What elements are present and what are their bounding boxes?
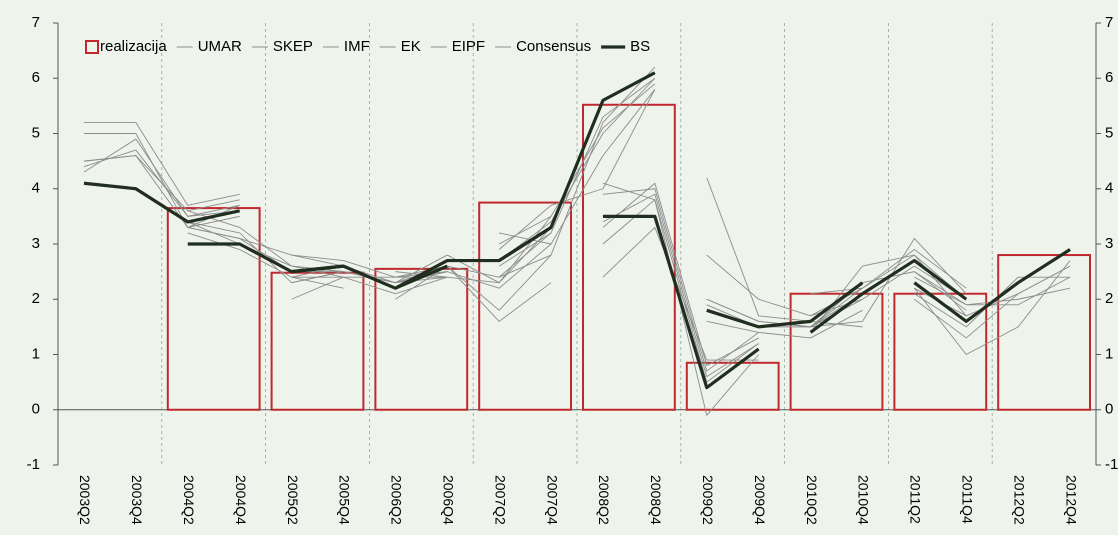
x-tick-label: 2008Q2	[596, 475, 612, 525]
y-tick-label: -1	[27, 456, 40, 473]
x-tick-label: 2012Q4	[1063, 475, 1079, 525]
x-tick-label: 2006Q4	[441, 475, 457, 525]
y2-tick-label: 2	[1105, 290, 1113, 307]
y-tick-label: 0	[32, 401, 40, 418]
line-bs	[83, 181, 240, 224]
bar	[789, 292, 884, 411]
y-tick-label: 7	[32, 14, 40, 31]
legend-label: EIPF	[452, 38, 485, 55]
line-forecast	[395, 265, 552, 322]
line-forecast	[602, 199, 759, 416]
y-tick-label: 2	[32, 290, 40, 307]
x-tick-label: 2006Q2	[389, 475, 405, 525]
line-bs	[498, 71, 656, 262]
x-tick-label: 2009Q2	[700, 475, 716, 525]
legend-swatch	[85, 40, 99, 54]
y-tick-label: 1	[32, 345, 40, 362]
x-tick-label: 2009Q4	[752, 475, 768, 525]
x-tick-label: 2004Q2	[181, 475, 197, 525]
x-tick-label: 2005Q4	[337, 475, 353, 525]
y2-tick-label: -1	[1105, 456, 1118, 473]
line-forecast	[395, 254, 552, 311]
x-tick-label: 2011Q4	[960, 475, 976, 524]
y-tick-label: 4	[32, 180, 40, 197]
line-forecast	[83, 149, 240, 217]
line-forecast	[602, 182, 759, 383]
legend-label: SKEP	[273, 38, 313, 55]
x-tick-label: 2008Q4	[648, 475, 664, 525]
line-forecast	[83, 121, 240, 206]
x-tick-label: 2007Q4	[544, 475, 560, 525]
line-forecast	[499, 89, 656, 245]
line-forecast	[83, 138, 240, 217]
legend-label: realizacija	[100, 38, 167, 55]
x-tick-label: 2005Q2	[285, 475, 301, 525]
y2-tick-label: 1	[1105, 345, 1113, 362]
y-tick-label: 3	[32, 235, 40, 252]
line-forecast	[498, 77, 656, 261]
legend-label: IMF	[344, 38, 370, 55]
y2-tick-label: 6	[1105, 69, 1113, 86]
bar	[997, 254, 1092, 411]
line-forecast	[498, 66, 656, 278]
bar	[478, 201, 573, 411]
line-forecast	[602, 182, 759, 366]
bar	[893, 292, 988, 411]
line-bs	[809, 258, 968, 334]
x-tick-label: 2007Q2	[492, 475, 508, 525]
y2-tick-label: 0	[1105, 401, 1113, 418]
y2-tick-label: 3	[1105, 235, 1113, 252]
line-bs	[706, 281, 864, 329]
legend-label: UMAR	[198, 38, 242, 55]
legend-label: EK	[401, 38, 421, 55]
y-tick-label: 5	[32, 124, 40, 141]
y2-tick-label: 4	[1105, 180, 1113, 197]
x-tick-label: 2003Q2	[77, 475, 93, 525]
y2-tick-label: 7	[1105, 14, 1113, 31]
bar	[166, 207, 261, 411]
x-tick-label: 2010Q2	[804, 475, 820, 525]
x-tick-label: 2010Q4	[856, 475, 872, 525]
line-forecast	[187, 232, 344, 289]
line-forecast	[602, 193, 759, 378]
x-tick-label: 2003Q4	[129, 475, 145, 525]
legend-label: BS	[630, 38, 650, 55]
x-tick-label: 2011Q2	[908, 475, 924, 524]
line-forecast	[810, 254, 967, 328]
line-forecast	[810, 249, 967, 295]
line-bs	[291, 264, 448, 290]
x-tick-label: 2012Q2	[1011, 475, 1027, 525]
line-bs	[913, 248, 1071, 323]
bar	[270, 271, 365, 411]
legend-label: Consensus	[516, 38, 591, 55]
line-forecast	[498, 89, 656, 250]
y-tick-label: 6	[32, 69, 40, 86]
line-forecast	[498, 77, 656, 267]
line-forecast	[810, 254, 967, 333]
line-bs	[602, 214, 760, 390]
y2-tick-label: 5	[1105, 124, 1113, 141]
line-forecast	[706, 309, 863, 339]
x-tick-label: 2004Q4	[233, 475, 249, 525]
